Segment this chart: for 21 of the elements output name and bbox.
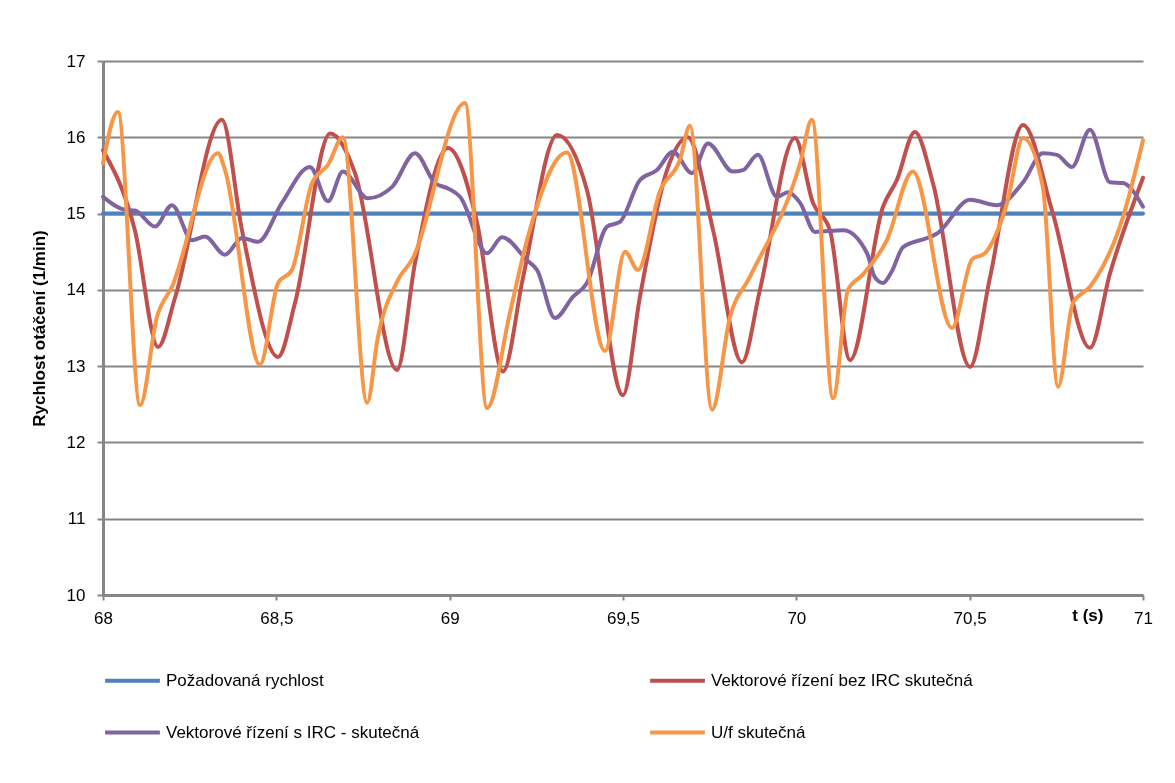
- legend-label: Vektorové řízení s IRC - skutečná: [166, 722, 420, 742]
- y-tick-label: 14: [66, 280, 86, 300]
- x-tick-label: 70,5: [953, 608, 987, 628]
- x-axis-title: t (s): [1072, 605, 1104, 625]
- x-tick-label: 69: [440, 608, 460, 628]
- x-tick-label: 68: [94, 608, 113, 628]
- y-tick-label: 13: [66, 356, 86, 376]
- y-tick-label: 16: [66, 127, 86, 147]
- y-tick-label: 11: [67, 509, 86, 529]
- x-tick-label: 70: [787, 608, 807, 628]
- legend-label: Vektorové řízení bez IRC skutečná: [711, 670, 974, 690]
- y-tick-label: 12: [66, 432, 86, 452]
- y-tick-label: 15: [66, 204, 86, 224]
- y-tick-label: 17: [66, 51, 86, 71]
- y-axis-title: Rychlost otáčení (1/min): [29, 230, 49, 427]
- legend-label: U/f skutečná: [711, 722, 807, 742]
- y-tick-label: 10: [66, 585, 86, 605]
- x-tick-label: 71: [1134, 608, 1153, 628]
- x-tick-label: 68,5: [260, 608, 294, 628]
- legend-label: Požadovaná rychlost: [166, 670, 325, 690]
- x-tick-label: 69,5: [606, 608, 641, 628]
